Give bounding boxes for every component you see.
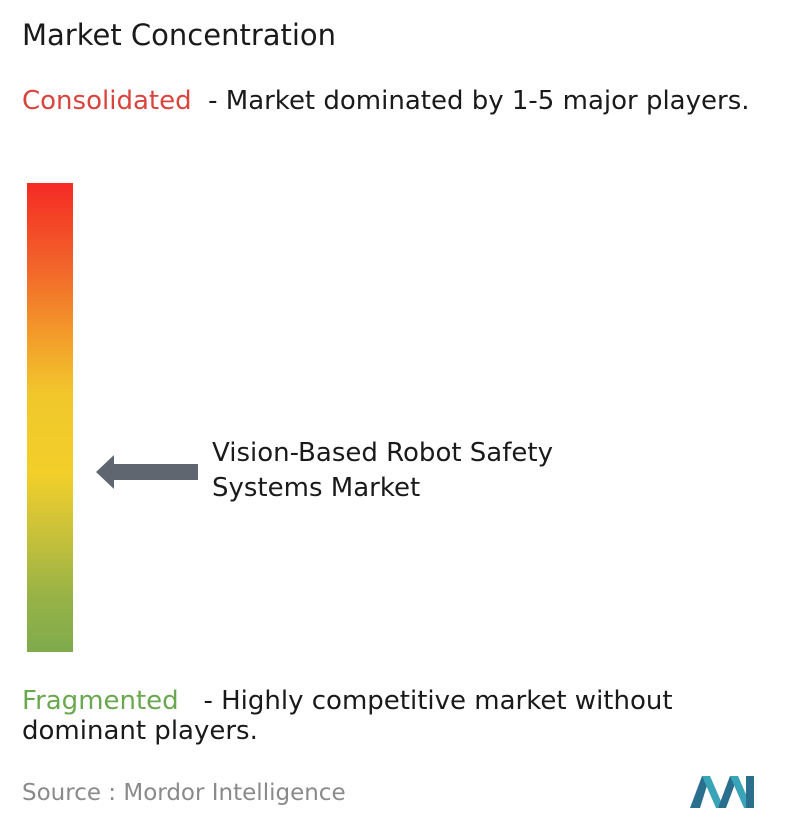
source: Source : Mordor Intelligence xyxy=(22,780,346,806)
consolidated-description: - Market dominated by 1-5 major players. xyxy=(208,86,750,116)
fragmented-description: - Highly competitive market without domi… xyxy=(22,686,673,746)
logo xyxy=(690,776,754,808)
fragmented-label: Fragmented xyxy=(22,686,179,716)
consolidated-note: Consolidated - Market dominated by 1-5 m… xyxy=(22,86,794,116)
marker-arrow xyxy=(96,455,198,489)
concentration-gauge xyxy=(27,183,73,652)
title: Market Concentration xyxy=(22,18,337,52)
fragmented-note: Fragmented - Highly competitive market w… xyxy=(22,686,794,746)
marker-label: Vision-Based Robot Safety Systems Market xyxy=(212,438,553,503)
consolidated-label: Consolidated xyxy=(22,86,192,116)
